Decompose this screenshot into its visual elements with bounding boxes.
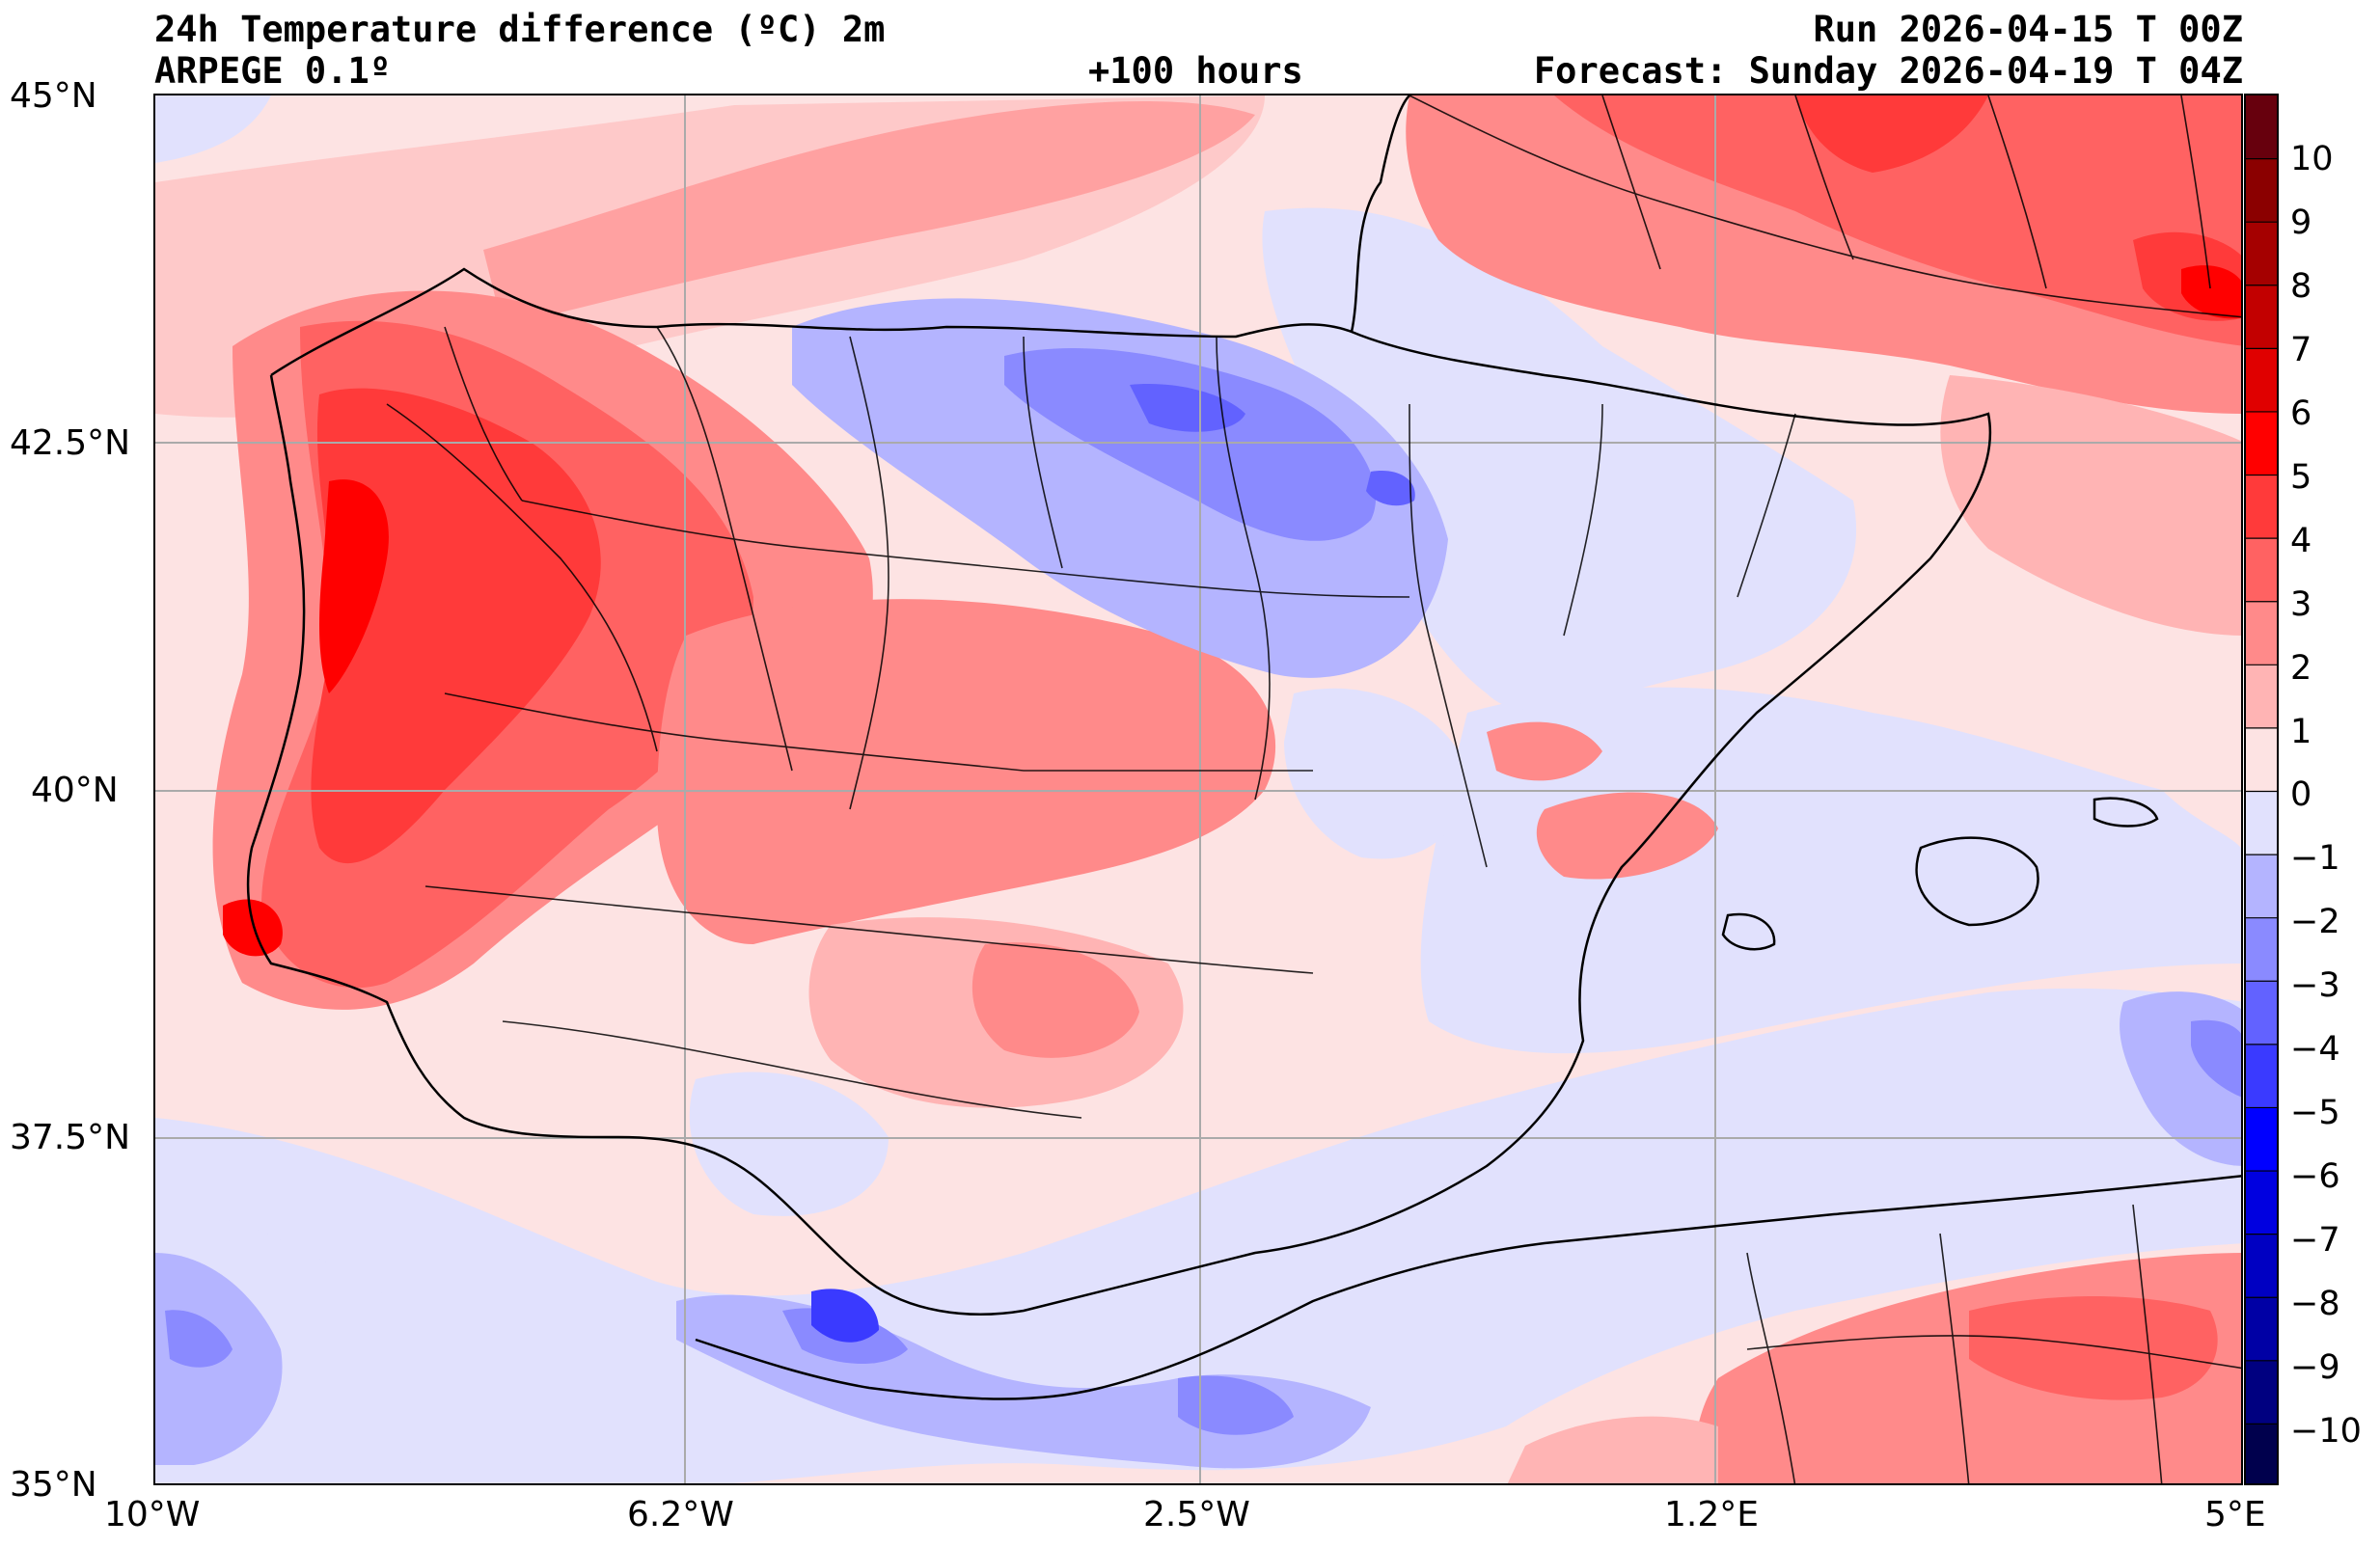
field-africa-strong (1969, 1296, 2218, 1400)
colorbar-label-10: 10 (2290, 140, 2334, 178)
field-africa-light (1507, 1416, 1718, 1483)
field-alboran-strong-2 (1178, 1375, 1294, 1435)
field-coast-max (319, 479, 389, 693)
colorbar-segment (2246, 348, 2277, 413)
coastlines (246, 95, 2241, 1400)
lon-tick-2-5w: 2.5°W (1143, 1495, 1250, 1534)
lead-time: +100 hours (1088, 50, 1303, 92)
temperature-difference-map (153, 94, 2243, 1485)
lat-tick-37-5: 37.5°N (10, 1118, 131, 1157)
colorbar-label-neg7: −7 (2290, 1221, 2340, 1260)
lat-tick-42-5: 42.5°N (10, 423, 131, 463)
field-med-sea-negative (155, 988, 2241, 1483)
colorbar-label-neg3: −3 (2290, 966, 2340, 1005)
colorbar-segment (2246, 981, 2277, 1045)
colorbar-label-neg8: −8 (2290, 1285, 2340, 1323)
colorbar-segment (2246, 1171, 2277, 1235)
colorbar-segment (2246, 95, 2277, 160)
colorbar-segment (2246, 158, 2277, 223)
menorca-coast (2093, 797, 2159, 828)
map-title: 24h Temperature difference (ºC) 2m (154, 9, 886, 50)
lat-tick-45: 45°N (10, 76, 97, 116)
colorbar-segment (2246, 727, 2277, 793)
colorbar-label-neg5: −5 (2290, 1094, 2340, 1132)
field-balearic-positive (1487, 721, 1602, 781)
colorbar-label-2: 2 (2290, 649, 2312, 688)
admin-borders (386, 95, 2241, 1483)
field-north-negative-core (1130, 384, 1245, 432)
colorbar-segment (2246, 1107, 2277, 1172)
colorbar-segment (2246, 285, 2277, 349)
colorbar-segment (2246, 475, 2277, 539)
colorbar-label-1: 1 (2290, 713, 2312, 751)
field-north-negative-2 (1004, 347, 1377, 541)
lon-tick-1-2e: 1.2°E (1664, 1495, 1759, 1534)
lon-tick-6-2w: 6.2°W (627, 1495, 734, 1534)
field-france-core (1795, 95, 1988, 173)
lon-tick-10w: 10°W (104, 1495, 201, 1534)
field-east-med-strong (2191, 1019, 2241, 1098)
colorbar-segment (2246, 222, 2277, 286)
lat-tick-40: 40°N (31, 771, 119, 810)
colorbar-label-4: 4 (2290, 522, 2312, 560)
model-label: ARPEGE 0.1º (154, 50, 392, 92)
field-central-positive-3 (971, 942, 1139, 1058)
colorbar-segment (2246, 1360, 2277, 1425)
graticule (155, 95, 2241, 1483)
ibiza-coast (1721, 912, 1776, 951)
field-central-positive (657, 599, 1276, 944)
colorbar-segment (2246, 1424, 2277, 1483)
iberia-coast (246, 95, 1992, 1316)
colorbar-label-neg2: −2 (2290, 903, 2340, 941)
field-nw-corner-negative (155, 95, 271, 163)
colorbar-label-5: 5 (2290, 458, 2312, 497)
colorbar-svg (2246, 95, 2277, 1483)
colorbar-segment (2246, 791, 2277, 855)
colorbar-label-8: 8 (2290, 267, 2312, 306)
mallorca-coast (1915, 836, 2039, 927)
colorbar-label-0: 0 (2290, 775, 2312, 814)
colorbar-label-3: 3 (2290, 585, 2312, 624)
field-atlantic-sw-core (165, 1310, 233, 1368)
field-sw-spain-negative (689, 1072, 889, 1216)
colorbar-label-neg1: −1 (2290, 839, 2340, 878)
colorbar (2244, 94, 2279, 1485)
field-west-iberia-core (311, 388, 601, 864)
colorbar-label-neg10: −10 (2290, 1412, 2362, 1451)
colorbar-segment (2246, 1044, 2277, 1109)
colorbar-segment (2246, 411, 2277, 476)
colorbar-label-neg4: −4 (2290, 1030, 2340, 1069)
field-interior-negative (1284, 688, 1467, 859)
field-france-core-3 (2181, 265, 2241, 319)
africa-coast (695, 1175, 2241, 1400)
colorbar-label-neg9: −9 (2290, 1348, 2340, 1387)
field-france-strong (1554, 95, 2241, 346)
field-gulf-lion-positive (1940, 375, 2241, 636)
colorbar-label-neg6: −6 (2290, 1157, 2340, 1196)
colorbar-segment (2246, 601, 2277, 665)
colorbar-segment (2246, 665, 2277, 729)
field-alboran-core (811, 1289, 879, 1343)
colorbar-segment (2246, 855, 2277, 919)
lon-tick-5e: 5°E (2204, 1495, 2266, 1534)
colorbar-segment (2246, 1297, 2277, 1362)
field-valencia-positive (1536, 792, 1718, 880)
map-svg (155, 95, 2241, 1483)
lat-tick-35: 35°N (10, 1465, 97, 1505)
colorbar-label-6: 6 (2290, 394, 2312, 433)
colorbar-label-7: 7 (2290, 331, 2312, 369)
field-coast-max-2 (223, 899, 283, 957)
colorbar-segment (2246, 1234, 2277, 1298)
colorbar-segment (2246, 917, 2277, 982)
field-med-sea-negative-2 (1420, 687, 2241, 1054)
colorbar-label-9: 9 (2290, 204, 2312, 242)
forecast-time: Forecast: Sunday 2026-04-19 T 04Z (1533, 50, 2243, 92)
field-north-negative-core-2 (1366, 471, 1415, 506)
colorbar-segment (2246, 538, 2277, 603)
run-time: Run 2026-04-15 T 00Z (1813, 9, 2243, 50)
